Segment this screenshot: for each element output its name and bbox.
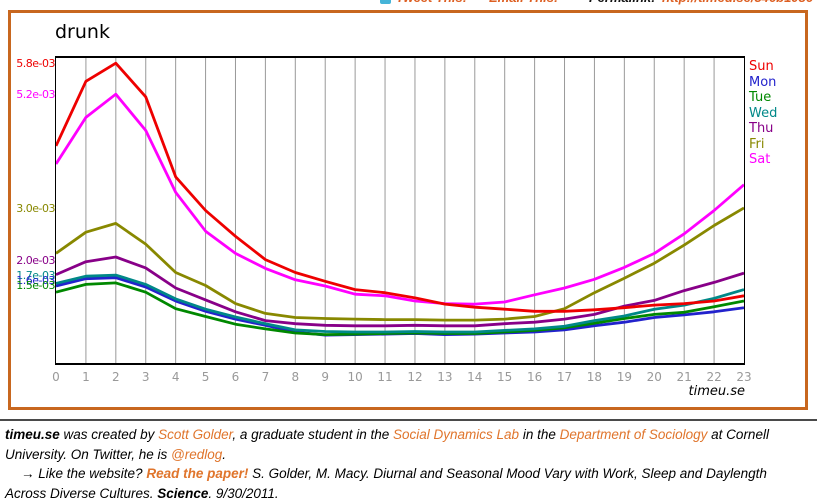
x-tick-label-19: 19 bbox=[616, 370, 632, 384]
x-tick-label-13: 13 bbox=[437, 370, 453, 384]
x-tick-label-5: 5 bbox=[201, 370, 210, 384]
y-max-label-5.8e-03: 5.8e-03 bbox=[16, 57, 55, 71]
footer-paragraph: timeu.se was created by Scott Golder, a … bbox=[5, 425, 811, 464]
series-line-sun bbox=[56, 61, 744, 313]
x-tick-label-4: 4 bbox=[171, 370, 180, 384]
y-max-label-2.0e-03: 2.0e-03 bbox=[16, 253, 55, 267]
series-line-wed bbox=[56, 273, 744, 334]
legend-item-wed: Wed bbox=[749, 105, 778, 121]
x-tick-label-21: 21 bbox=[676, 370, 692, 384]
footer-text-segment: . bbox=[222, 446, 227, 462]
horizontal-rule bbox=[0, 419, 817, 421]
footer-link[interactable]: Read the paper! bbox=[146, 466, 249, 481]
x-tick-label-11: 11 bbox=[377, 370, 393, 384]
legend-item-mon: Mon bbox=[749, 74, 777, 90]
x-tick-label-6: 6 bbox=[231, 370, 240, 384]
x-tick-label-15: 15 bbox=[497, 370, 513, 384]
x-tick-label-3: 3 bbox=[141, 370, 150, 384]
y-max-label-5.2e-03: 5.2e-03 bbox=[16, 88, 55, 102]
y-max-label-3.0e-03: 3.0e-03 bbox=[16, 201, 55, 215]
x-tick-label-23: 23 bbox=[736, 370, 752, 384]
footer-text-segment: in the bbox=[519, 427, 560, 442]
legend-item-sun: Sun bbox=[749, 59, 774, 74]
x-tick-label-2: 2 bbox=[111, 370, 120, 384]
x-tick-label-8: 8 bbox=[291, 370, 300, 384]
footer-text-segment: timeu.se bbox=[5, 427, 60, 442]
watermark: timeu.se bbox=[688, 384, 745, 399]
x-tick-label-7: 7 bbox=[261, 370, 270, 384]
tweet-this-link[interactable]: Tweet This! bbox=[396, 0, 467, 7]
chart-canvas bbox=[56, 58, 744, 363]
footer-text-segment: S. Golder, M. Macy. Diurnal and Seasonal… bbox=[5, 466, 767, 501]
footer-text-segment: at Cornell University. On Twitter, he is bbox=[5, 427, 769, 462]
footer-text-segment: . 9/30/2011. bbox=[208, 485, 279, 501]
x-tick-label-17: 17 bbox=[556, 370, 573, 384]
footer-text-segment: was created by bbox=[59, 427, 159, 442]
chart-title: drunk bbox=[55, 21, 110, 43]
footer-text-segment: , a graduate student in the bbox=[232, 427, 393, 442]
legend: Sun Mon Tue Wed Thu Fri Sat bbox=[749, 59, 777, 168]
series-line-fri bbox=[56, 206, 744, 322]
x-tick-label-14: 14 bbox=[467, 370, 483, 384]
x-tick-label-10: 10 bbox=[347, 370, 363, 384]
x-tick-label-18: 18 bbox=[586, 370, 603, 384]
footer-text: timeu.se was created by Scott Golder, a … bbox=[5, 425, 811, 502]
legend-item-fri: Fri bbox=[749, 136, 765, 152]
y-max-label-1.7e-03: 1.7e-03 bbox=[16, 269, 55, 283]
x-tick-label-9: 9 bbox=[321, 370, 330, 384]
legend-item-tue: Tue bbox=[749, 90, 772, 105]
footer-link[interactable]: Scott Golder bbox=[158, 427, 233, 442]
tweet-bird-icon[interactable] bbox=[380, 0, 391, 4]
series-line-sat bbox=[56, 92, 744, 306]
x-tick-label-16: 16 bbox=[526, 370, 543, 384]
footer-link[interactable]: Department of Sociology bbox=[559, 427, 708, 442]
y-max-label-1.5e-03: 1.5e-03 bbox=[16, 279, 55, 293]
plot-area bbox=[55, 56, 745, 365]
footer-link[interactable]: Social Dynamics Lab bbox=[393, 427, 520, 442]
footer-text-segment: → Like the website? bbox=[21, 466, 147, 481]
footer-link[interactable]: @redlog bbox=[171, 446, 223, 462]
x-tick-label-12: 12 bbox=[407, 370, 423, 384]
legend-item-sat: Sat bbox=[749, 152, 771, 167]
x-tick-label-20: 20 bbox=[646, 370, 662, 384]
series-line-thu bbox=[56, 255, 744, 328]
legend-item-thu: Thu bbox=[749, 121, 774, 136]
series-line-tue bbox=[56, 281, 744, 337]
permalink-url-link[interactable]: http://timeu.se/546b1086 bbox=[662, 0, 813, 7]
permalink-label: Permalink: bbox=[589, 0, 655, 7]
x-tick-label-1: 1 bbox=[82, 370, 90, 384]
footer-paragraph: → Like the website? Read the paper! S. G… bbox=[5, 464, 811, 502]
y-max-label-1.6e-03: 1.6e-03 bbox=[16, 274, 55, 288]
x-tick-label-22: 22 bbox=[706, 370, 722, 384]
x-tick-label-0: 0 bbox=[52, 370, 60, 384]
footer-text-segment: Science bbox=[157, 485, 209, 501]
email-this-link[interactable]: Email This! bbox=[489, 0, 558, 7]
chart-card: drunk 5.8e-03 5.2e-03 3.0e-03 2.0e-03 1.7e-0… bbox=[8, 10, 808, 410]
